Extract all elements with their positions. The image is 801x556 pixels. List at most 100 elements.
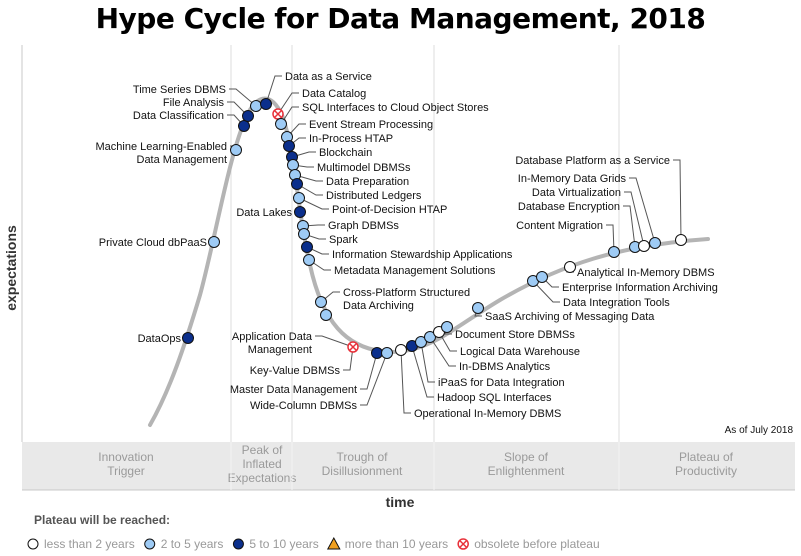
marker-label: Point-of-Decision HTAP: [332, 204, 447, 216]
legend-title: Plateau will be reached:: [34, 513, 170, 527]
marker-2to5: [230, 144, 242, 156]
legend-item-2to5: 2 to 5 years: [144, 537, 223, 551]
marker-label-line: In-Memory Data Grids: [518, 173, 627, 185]
marker-label-line: Data Lakes: [236, 207, 292, 219]
marker-label-line: Document Store DBMSs: [455, 329, 575, 341]
marker-label-line: Master Data Management: [230, 384, 357, 396]
marker-label: Key-Value DBMSs: [250, 365, 341, 377]
marker-label-line: Metadata Management Solutions: [334, 265, 496, 277]
marker-label: Data Virtualization: [532, 187, 621, 199]
marker-label-line: SaaS Archiving of Messaging Data: [485, 311, 655, 323]
marker-2to5: [298, 228, 310, 240]
phase-label-line: Expectations: [228, 471, 297, 485]
marker-label: Data Lakes: [236, 207, 292, 219]
marker-label-line: Blockchain: [319, 147, 372, 159]
leader-line: [623, 205, 636, 248]
marker-2to5: [381, 347, 393, 359]
marker-label-line: Graph DBMSs: [328, 220, 399, 232]
marker-label: Data Classification: [133, 110, 224, 122]
marker-label: File Analysis: [163, 97, 225, 109]
marker-label: Blockchain: [319, 147, 372, 159]
leader-line: [429, 336, 456, 367]
marker-label: Hadoop SQL Interfaces: [437, 392, 552, 404]
marker-5to10: [291, 178, 303, 190]
marker-label-line: Machine Learning-Enabled: [96, 141, 227, 153]
phase-label-line: Productivity: [675, 464, 737, 478]
leader-line: [629, 177, 656, 244]
marker-label-line: iPaaS for Data Integration: [438, 377, 565, 389]
marker-label-line: Data Archiving: [343, 300, 414, 312]
marker-5to10: [238, 120, 250, 132]
marker-label-line: Enterprise Information Archiving: [562, 282, 718, 294]
marker-label-line: Multimodel DBMSs: [317, 162, 411, 174]
marker-label-line: Application Data: [232, 331, 313, 343]
marker-label: In-DBMS Analytics: [459, 361, 551, 373]
phase-label-line: Slope of: [504, 450, 549, 464]
marker-label-line: Spark: [329, 234, 358, 246]
legend-item-obsolete: obsolete before plateau: [457, 537, 600, 551]
marker-lt2: [638, 240, 650, 252]
leader-line: [296, 183, 323, 196]
marker-2to5: [608, 246, 620, 258]
marker-label-line: Database Platform as a Service: [515, 155, 670, 167]
marker-label-line: Content Migration: [516, 220, 603, 232]
marker-label: Logical Data Warehouse: [460, 346, 580, 358]
marker-label-line: Wide-Column DBMSs: [250, 400, 357, 412]
triangle-icon: [326, 536, 341, 550]
phase-label-line: Trigger: [107, 464, 145, 478]
phase-label-line: Plateau of: [679, 450, 734, 464]
marker-label-line: Hadoop SQL Interfaces: [437, 392, 552, 404]
phase-label-line: Inflated: [242, 457, 281, 471]
leader-line: [298, 197, 329, 210]
marker-label-line: Time Series DBMS: [133, 84, 226, 96]
marker-label-line: Event Stream Processing: [309, 119, 433, 131]
circle-icon: [232, 538, 244, 550]
marker-label-line: Logical Data Warehouse: [460, 346, 580, 358]
marker-label: DataOps: [138, 333, 182, 345]
leader-line: [400, 349, 411, 414]
marker-label: Distributed Ledgers: [326, 190, 422, 202]
marker-label-line: Operational In-Memory DBMS: [414, 408, 561, 420]
marker-labels: DataOps Private Cloud dbPaaS Machine Learn…: [96, 71, 718, 420]
marker-2to5: [320, 309, 332, 321]
marker-label: Event Stream Processing: [309, 119, 433, 131]
marker-label: Database Encryption: [518, 201, 620, 213]
marker-label: Enterprise Information Archiving: [562, 282, 718, 294]
marker-label: SaaS Archiving of Messaging Data: [485, 311, 655, 323]
marker-label-line: Information Stewardship Applications: [332, 249, 513, 261]
marker-label-line: In-Process HTAP: [309, 133, 393, 145]
circle-icon: [144, 538, 156, 550]
marker-2to5: [649, 237, 661, 249]
marker-label: In-Process HTAP: [309, 133, 393, 145]
marker-label-line: Data Management: [137, 154, 228, 166]
marker-2to5: [472, 302, 484, 314]
marker-label-line: Database Encryption: [518, 201, 620, 213]
marker-2to5: [250, 100, 262, 112]
marker-label: In-Memory Data Grids: [518, 173, 627, 185]
legend-label: 5 to 10 years: [249, 537, 318, 551]
marker-label: Data Catalog: [302, 88, 366, 100]
marker-5to10: [242, 110, 254, 122]
phase-label-line: Enlightenment: [488, 464, 565, 478]
marker-label: Analytical In-Memory DBMS: [577, 267, 715, 279]
leader-line: [360, 352, 378, 390]
marker-label-line: Data Catalog: [302, 88, 366, 100]
chart-title: Hype Cycle for Data Management, 2018: [95, 2, 706, 35]
marker-label: Wide-Column DBMSs: [250, 400, 357, 412]
marker-5to10: [182, 332, 194, 344]
marker-label-line: File Analysis: [163, 97, 225, 109]
obsolete-marker-icon: [272, 108, 284, 120]
marker-label-line: DataOps: [138, 333, 182, 345]
marker-2to5: [536, 271, 548, 283]
obsolete-cross: [274, 110, 282, 118]
legend-item-5to10: 5 to 10 years: [232, 537, 319, 551]
marker-2to5: [208, 236, 220, 248]
phase-band: [22, 442, 795, 490]
phase-label-line: Disillusionment: [322, 464, 403, 478]
leader-line: [360, 352, 388, 406]
